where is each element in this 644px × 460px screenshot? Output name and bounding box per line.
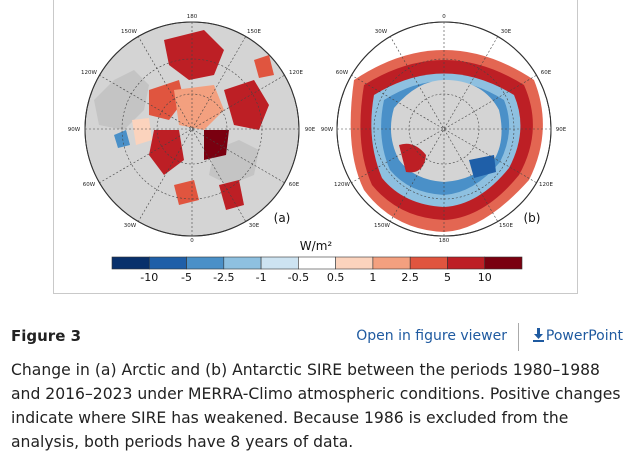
panel-a-label: (a) (274, 211, 291, 225)
panel-a-lon-label: 120W (81, 70, 97, 76)
panel-a-lon-label: 30E (249, 223, 260, 229)
powerpoint-download-link[interactable]: PowerPoint (532, 328, 623, 344)
panel-a-lon-label: 150E (247, 29, 261, 35)
figure-graphic: 180 150E 120E 90E 60E 30E 0 30W 60W 90W … (68, 14, 567, 284)
panel-b-lon-label: 0 (442, 14, 446, 20)
panel-b-label: (b) (524, 211, 541, 225)
colorbar-tick-label: -0.5 (288, 271, 309, 284)
colorbar-unit: W/m² (300, 239, 333, 253)
panel-a-lon-label: 60W (83, 182, 96, 188)
colorbar-tick-label: 5 (444, 271, 451, 284)
colorbar-cell (484, 256, 523, 270)
panel-b-lon-label: 60W (336, 70, 349, 76)
panel-b-lon-label: 120E (539, 182, 553, 188)
colorbar: W/m² -10 -5 -2.5 -1 -0.5 0.5 1 2.5 5 10 (111, 239, 523, 284)
open-figure-viewer-link[interactable]: Open in figure viewer (356, 328, 507, 344)
colorbar-cell (335, 256, 374, 270)
panel-b-lon-label: 30E (501, 29, 512, 35)
panel-a-lon-label: 0 (190, 238, 194, 244)
colorbar-cell (148, 256, 187, 270)
panel-b-lon-label: 150W (374, 223, 390, 229)
colorbar-cell (186, 256, 225, 270)
header-divider (518, 323, 519, 351)
panel-b-lon-label: 180 (439, 238, 450, 244)
panel-a-lon-label: 180 (187, 14, 198, 20)
panel-a-lon-label: 90E (305, 127, 316, 133)
colorbar-tick-label: 1 (369, 271, 376, 284)
panel-a-lon-label: 150W (121, 29, 137, 35)
figure-label: Figure 3 (11, 327, 82, 345)
panel-a-lon-label: 120E (289, 70, 303, 76)
panel-b-lon-label: 120W (334, 182, 350, 188)
antarctic-map: 0 30E 60E 90E 120E 150E 180 150W 120W 90… (321, 14, 567, 244)
colorbar-cell (223, 256, 262, 270)
colorbar-tick-label: 2.5 (401, 271, 419, 284)
panel-a-lon-label: 90W (68, 127, 81, 133)
colorbar-cell (111, 256, 150, 270)
figure-header: Figure 3 Open in figure viewer PowerPoin… (11, 323, 623, 353)
panel-b-lon-label: 60E (541, 70, 552, 76)
colorbar-tick-label: -2.5 (213, 271, 234, 284)
colorbar-tick-label: -5 (181, 271, 192, 284)
colorbar-tick-label: 10 (478, 271, 492, 284)
download-icon (532, 328, 544, 342)
panel-b-lon-label: 30W (375, 29, 388, 35)
colorbar-cell (260, 256, 299, 270)
panel-a-lon-label: 60E (289, 182, 300, 188)
panel-b-lon-label: 150E (499, 223, 513, 229)
panel-b-lon-label: 90E (556, 127, 567, 133)
colorbar-cell (298, 256, 336, 270)
powerpoint-label: PowerPoint (545, 328, 623, 344)
colorbar-cell (447, 256, 486, 270)
colorbar-cell (409, 256, 448, 270)
arctic-map: 180 150E 120E 90E 60E 30E 0 30W 60W 90W … (68, 14, 316, 244)
figure-image: 180 150E 120E 90E 60E 30E 0 30W 60W 90W … (53, 0, 578, 294)
colorbar-tick-label: -10 (140, 271, 158, 284)
panel-a-lon-label: 30W (124, 223, 137, 229)
figure-caption: Change in (a) Arctic and (b) Antarctic S… (11, 361, 621, 451)
colorbar-tick-label: -1 (256, 271, 267, 284)
colorbar-cell (372, 256, 411, 270)
colorbar-tick-label: 0.5 (327, 271, 345, 284)
panel-b-lon-label: 90W (321, 127, 334, 133)
